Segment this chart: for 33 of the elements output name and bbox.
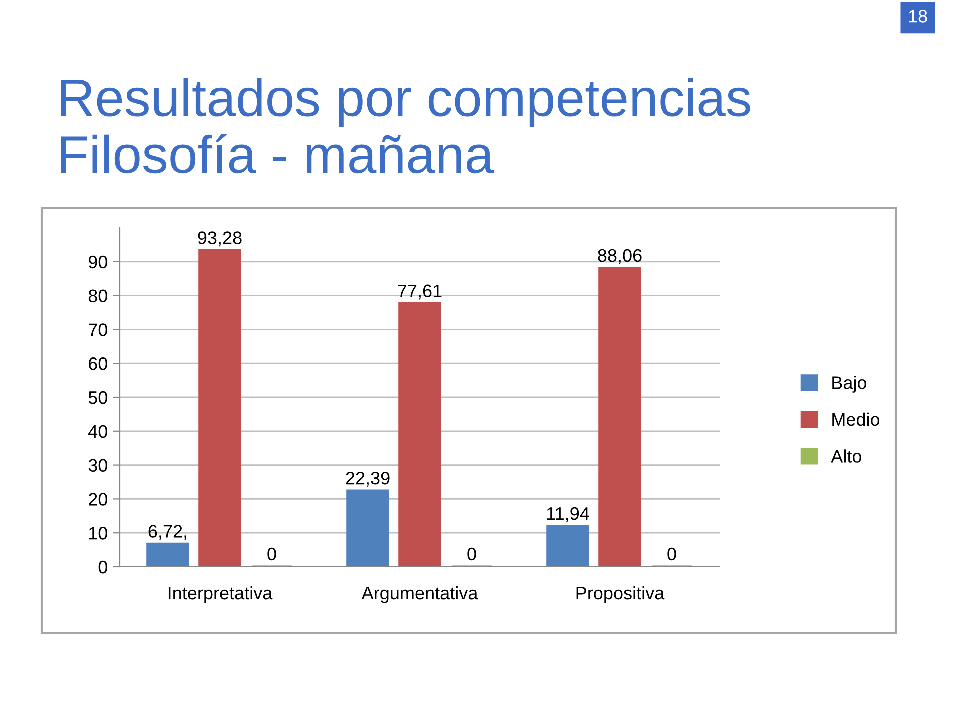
x-tick-label: Interpretativa	[168, 586, 273, 604]
y-tick-label: 30	[88, 459, 108, 472]
bar	[146, 542, 190, 567]
bar	[398, 302, 442, 567]
bar	[346, 490, 390, 567]
data-label: 0	[468, 548, 476, 561]
data-label: 11,94	[547, 507, 590, 522]
x-tick-label: Argumentativa	[362, 586, 478, 604]
bar	[546, 525, 590, 567]
legend-label: Bajo	[832, 376, 867, 393]
text: 18	[909, 10, 928, 23]
data-label: 0	[268, 548, 276, 561]
data-label: 6,72,	[148, 525, 186, 540]
legend-label: Alto	[831, 450, 862, 463]
y-tick-label: 70	[89, 324, 108, 336]
chart-title: Resultados por competencias Filosofía - mañana	[61, 78, 750, 174]
data-label: 77,61	[398, 284, 442, 300]
y-tick-label: 90	[88, 256, 108, 269]
data-label: 0	[668, 548, 676, 561]
data-label: 93,28	[198, 232, 242, 247]
y-tick-label: 80	[88, 290, 108, 303]
y-tick-label: 60	[89, 358, 108, 370]
y-tick-label: 40	[88, 425, 108, 438]
data-label: 88,06	[598, 249, 642, 264]
legend-label: Medio	[832, 412, 880, 426]
x-tick-label: Propositiva	[576, 586, 665, 604]
bar	[198, 249, 242, 567]
y-tick-label: 10	[89, 527, 108, 540]
y-tick-label: 20	[89, 493, 108, 506]
y-tick-label: 50	[88, 391, 108, 404]
bar	[598, 267, 642, 567]
data-label: 22,39	[346, 472, 390, 487]
y-tick-label: 0	[98, 560, 108, 574]
